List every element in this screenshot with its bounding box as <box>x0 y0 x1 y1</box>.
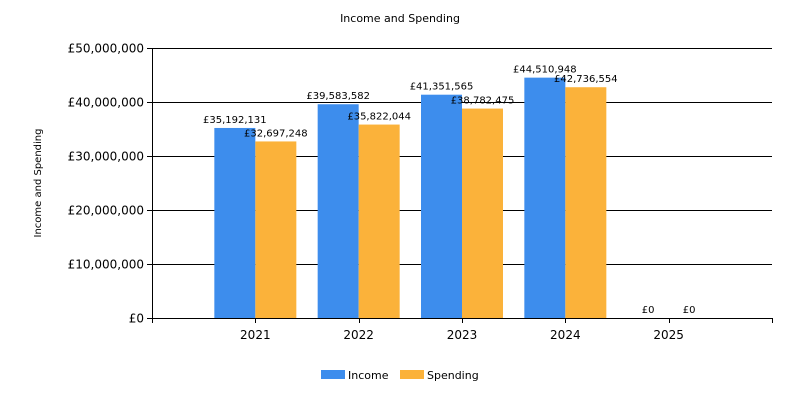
y-tick-label: £50,000,000 <box>68 42 144 56</box>
legend-label-income: Income <box>348 369 389 382</box>
spending-data-label: £42,736,554 <box>554 74 618 85</box>
income-data-label: £39,583,582 <box>306 91 370 102</box>
axes <box>147 48 773 323</box>
spending-bar <box>565 87 607 318</box>
legend-swatch-spending <box>400 370 424 379</box>
spending-data-label: £35,822,044 <box>347 112 411 123</box>
x-tick-label: 2023 <box>447 328 478 342</box>
income-data-label: £35,192,131 <box>203 115 267 126</box>
x-axis-ticks: 2021 2022 2023 2024 2025 <box>240 318 684 342</box>
legend-swatch-income <box>321 370 345 379</box>
y-tick-label: £30,000,000 <box>68 150 144 164</box>
income-bar <box>421 94 462 319</box>
legend-label-spending: Spending <box>427 369 479 382</box>
income-data-label: £41,351,565 <box>410 82 474 93</box>
bars <box>214 77 607 319</box>
spending-data-label: £38,782,475 <box>451 96 515 107</box>
x-tick-label: 2024 <box>550 328 581 342</box>
income-data-label: £0 <box>642 305 655 316</box>
spending-bar <box>358 124 400 318</box>
y-tick-label: £40,000,000 <box>68 96 144 110</box>
spending-data-label: £32,697,248 <box>244 128 308 139</box>
x-tick-label: 2025 <box>653 328 684 342</box>
y-tick-label: £20,000,000 <box>68 204 144 218</box>
income-data-label: £44,510,948 <box>513 65 577 76</box>
chart-title: Income and Spending <box>340 12 460 25</box>
x-tick-label: 2021 <box>240 328 271 342</box>
income-bar <box>317 104 359 318</box>
spending-bar <box>255 141 297 318</box>
y-axis-ticks: £0 £10,000,000 £20,000,000 £30,000,000 £40,0… <box>68 42 152 326</box>
y-tick-label: £10,000,000 <box>68 258 144 272</box>
y-tick-label: £0 <box>129 312 144 326</box>
income-bar <box>214 127 256 318</box>
x-tick-label: 2022 <box>343 328 374 342</box>
data-labels: £35,192,131 £32,697,248 £39,583,582 £35,822… <box>203 65 696 316</box>
spending-bar <box>462 108 503 318</box>
legend: Income Spending <box>321 369 479 382</box>
income-bar <box>524 77 566 318</box>
spending-data-label: £0 <box>683 305 696 316</box>
y-axis-label: Income and Spending <box>33 129 44 238</box>
